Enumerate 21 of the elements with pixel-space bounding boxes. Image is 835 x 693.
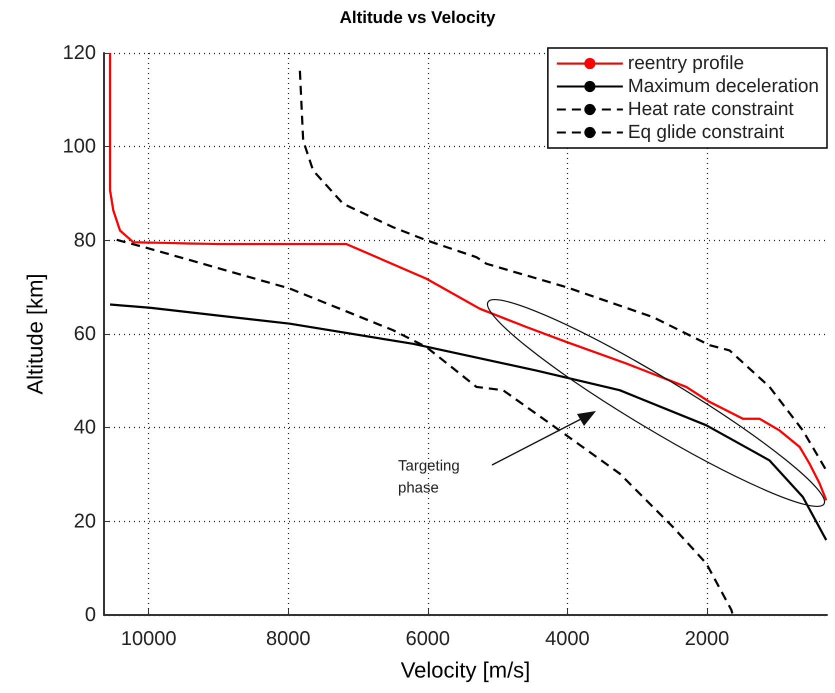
x-axis-title: Velocity [m/s] — [400, 658, 530, 682]
chart-title: Altitude vs Velocity — [340, 8, 496, 27]
y-tick-label: 0 — [84, 604, 96, 626]
y-tick-label: 120 — [62, 42, 96, 64]
x-tick-label: 4000 — [545, 628, 590, 650]
y-tick-label: 60 — [74, 323, 96, 345]
y-tick-label: 80 — [74, 229, 96, 252]
x-tick-label: 2000 — [684, 628, 730, 650]
y-tick-label: 40 — [74, 416, 96, 439]
x-tick-label: 10000 — [120, 628, 176, 650]
annotation: Targeting phase — [398, 458, 460, 496]
x-tick-label: 6000 — [406, 628, 450, 650]
y-tick-label: 20 — [74, 510, 96, 532]
x-tick-label: 8000 — [266, 628, 310, 650]
y-tick-label: 100 — [62, 136, 96, 158]
line-series — [108, 52, 828, 502]
legend-label: Maximum deceleration — [628, 76, 820, 97]
y-axis-title: Altitude [km] — [22, 273, 48, 395]
legend-label: reentry profile — [628, 53, 744, 74]
legend-label: Heat rate constraint — [628, 99, 794, 120]
legend-label: Eq glide constraint — [628, 122, 785, 143]
